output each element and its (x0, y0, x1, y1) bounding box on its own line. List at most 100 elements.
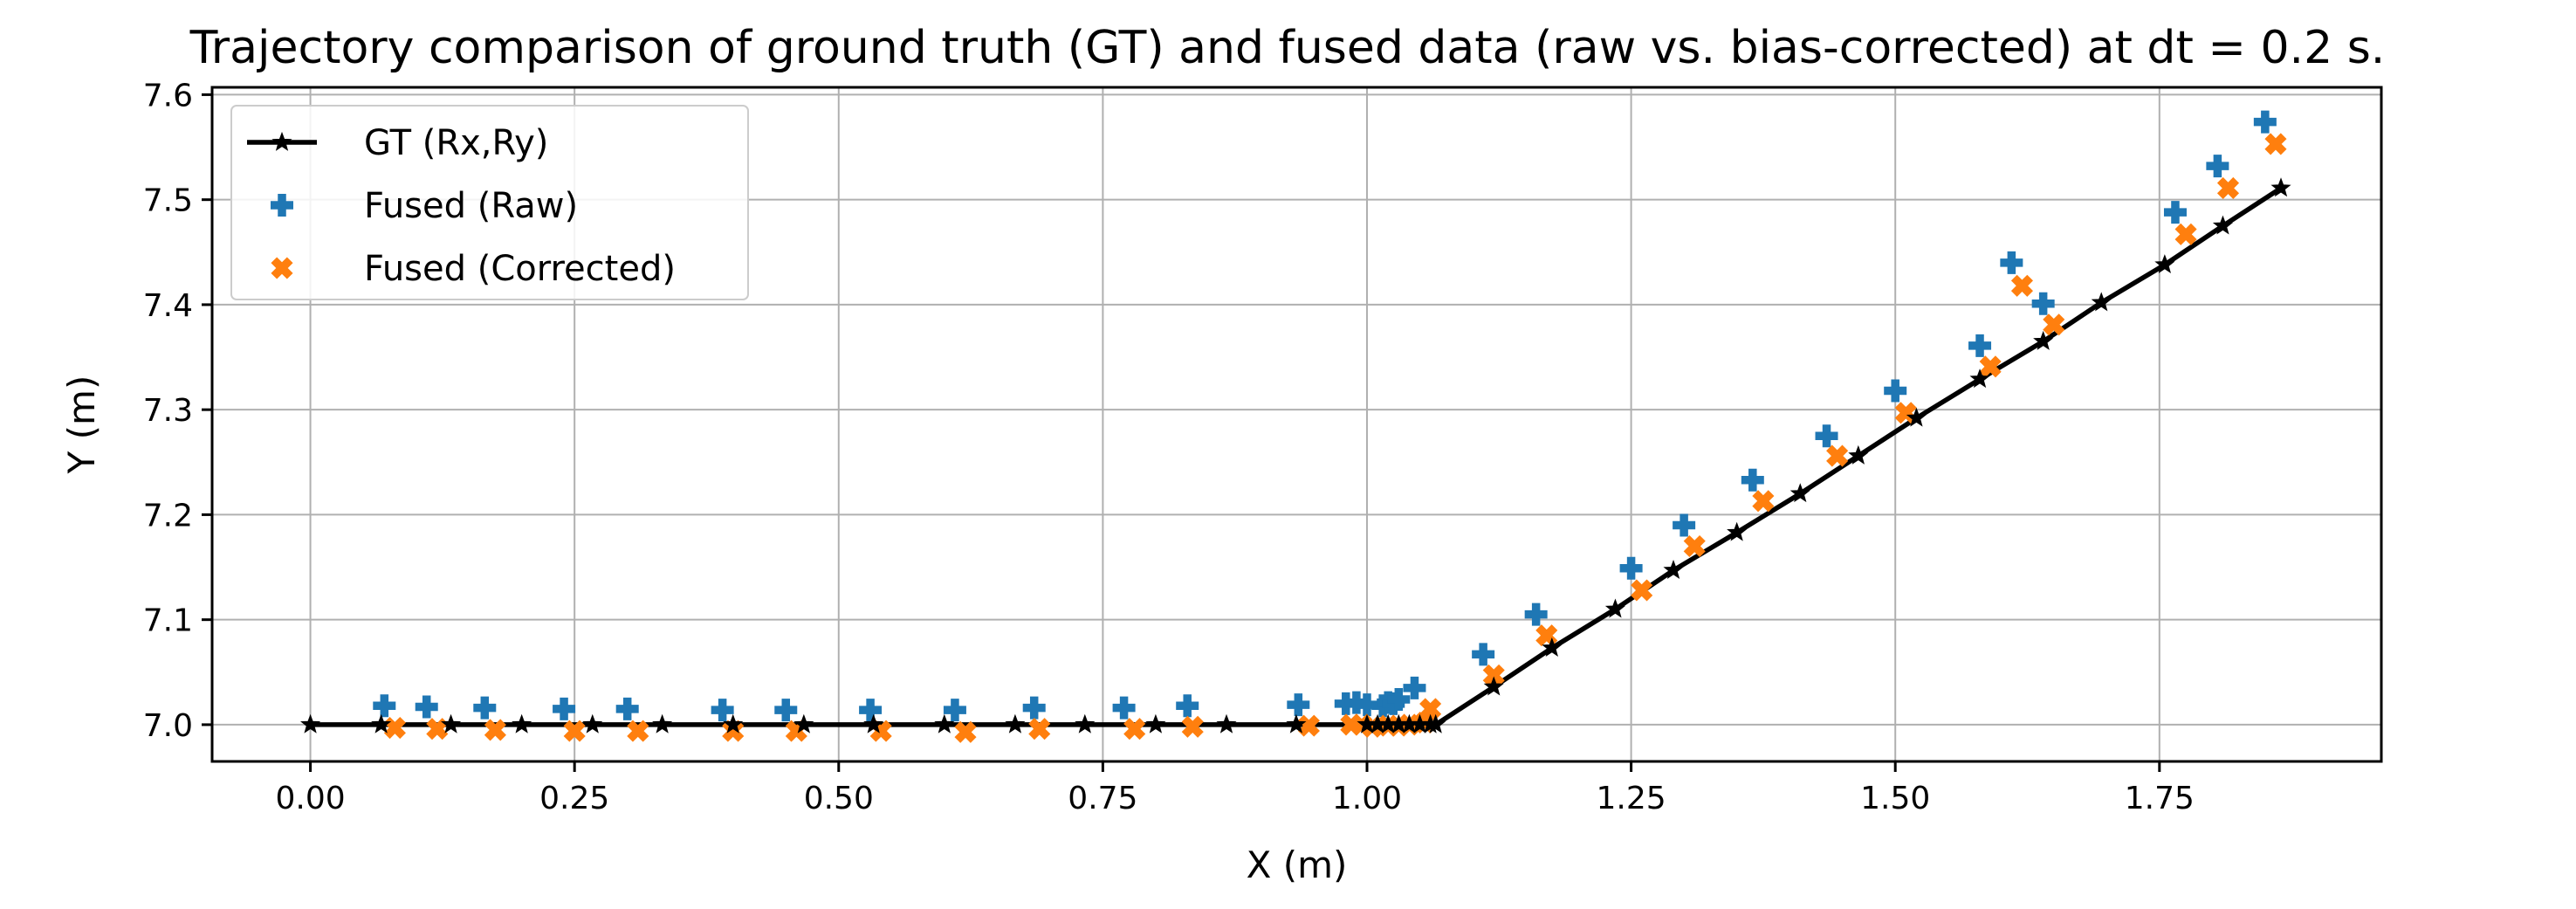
fused-raw-point (415, 695, 438, 719)
gt-point (1005, 713, 1026, 733)
fused-raw-point (1355, 693, 1378, 717)
fused-corrected-point (2264, 133, 2287, 155)
gt-point (2270, 177, 2291, 197)
y-tick-label: 7.6 (143, 78, 193, 114)
gt-point (371, 713, 392, 733)
gt-point (2154, 254, 2175, 274)
fused-corrected-point (426, 718, 449, 740)
axis-ticks: 0.00 0.25 0.50 0.75 1.00 1.25 1.50 1.75 7.0 7.1 7.… (143, 78, 2195, 816)
fused-corrected-point (1297, 714, 1320, 737)
fused-corrected-point (722, 720, 745, 742)
fused-corrected-point (1683, 534, 1706, 558)
gt-point (582, 713, 603, 733)
series-fused-raw (373, 110, 2277, 722)
fused-raw-point (473, 696, 497, 720)
y-tick-label: 7.3 (143, 393, 193, 429)
y-tick-label: 7.4 (143, 288, 193, 324)
gt-point (2033, 330, 2054, 350)
gt-point (934, 713, 955, 733)
fused-raw-point (615, 697, 639, 720)
fused-corrected-point (1631, 579, 1653, 602)
gt-point (1789, 483, 1810, 503)
gt-point (1542, 637, 1563, 657)
gt-point (863, 713, 884, 733)
fused-raw-point (1619, 556, 1643, 580)
x-tick-label: 1.75 (2125, 781, 2195, 816)
x-tick-label: 0.25 (539, 781, 609, 816)
fused-raw-point (774, 699, 798, 722)
gt-point (2091, 292, 2112, 312)
gt-point (441, 713, 462, 733)
fused-corrected-point (954, 720, 977, 743)
gt-point (1906, 407, 1927, 427)
fused-corrected-point (1181, 715, 1204, 738)
y-tick-label: 7.2 (143, 498, 193, 534)
gt-point (793, 713, 814, 733)
fused-raw-point (2031, 292, 2055, 315)
gt-point (1075, 713, 1096, 733)
x-tick-label: 0.75 (1068, 781, 1137, 816)
gt-point (1969, 368, 1990, 389)
fused-corrected-point (1028, 718, 1051, 740)
plot-area (300, 110, 2291, 743)
fused-raw-point (2253, 110, 2277, 134)
chart-title: Trajectory comparison of ground truth (G… (189, 22, 2386, 74)
plot-frame (210, 86, 2383, 763)
x-axis-label: X (m) (1247, 844, 1348, 886)
fused-corrected-point (1123, 718, 1146, 740)
y-tick-label: 7.0 (143, 708, 193, 744)
fused-raw-point (1815, 424, 1838, 448)
x-tick-label: 1.00 (1332, 781, 1402, 816)
fused-raw-point (2000, 251, 2023, 274)
gt-point (1663, 560, 1684, 579)
gt-point (723, 713, 744, 733)
fused-raw-point (1403, 676, 1426, 699)
fused-raw-point (2206, 155, 2229, 178)
fused-raw-point (1176, 694, 1199, 718)
gt-point (2212, 215, 2233, 235)
fused-raw-point (2163, 201, 2187, 224)
fused-raw-point (943, 699, 966, 722)
fused-corrected-point (2043, 313, 2065, 336)
gt-point (300, 713, 321, 733)
fused-raw-point (373, 694, 396, 718)
fused-raw-point (859, 699, 883, 722)
fused-raw-point (1673, 513, 1696, 537)
fused-raw-point (1741, 468, 1764, 492)
fused-corrected-point (563, 720, 586, 742)
legend-label: Fused (Corrected) (364, 249, 676, 289)
gt-point (1848, 444, 1869, 465)
fused-corrected-point (1979, 355, 2002, 378)
gt-point (652, 713, 673, 733)
y-axis-label: Y (m) (60, 375, 103, 475)
fused-corrected-point (1752, 490, 1775, 513)
fused-raw-point (1382, 692, 1405, 715)
fused-raw-point (1287, 693, 1310, 717)
gt-point (1727, 521, 1748, 541)
gt-point (1483, 676, 1504, 696)
legend: GT (Rx,Ry) Fused (Raw) Fused (Corrected) (230, 105, 749, 300)
fused-raw-point (1884, 379, 1907, 403)
fused-raw-point (1387, 688, 1411, 712)
legend-box (230, 105, 749, 300)
fused-corrected-point (1419, 698, 1442, 720)
fused-raw-point (1524, 603, 1548, 626)
legend-label: GT (Rx,Ry) (364, 123, 548, 163)
fused-raw-point (1968, 334, 1992, 357)
gt-point (1425, 713, 1446, 733)
fused-corrected-point (2174, 223, 2197, 245)
y-tick-label: 7.1 (143, 603, 193, 639)
x-tick-label: 0.00 (275, 781, 345, 816)
legend-label: Fused (Raw) (364, 186, 578, 226)
fused-raw-point (711, 699, 734, 722)
fused-corrected-point (627, 720, 649, 742)
fused-raw-point (1022, 696, 1046, 720)
fused-corrected-point (2010, 274, 2034, 297)
gt-point (1145, 713, 1166, 733)
y-tick-label: 7.5 (143, 183, 193, 219)
gt-point (1286, 713, 1307, 733)
legend-plus-icon (271, 194, 293, 217)
x-tick-label: 1.50 (1860, 781, 1930, 816)
legend-star-icon (271, 131, 292, 151)
